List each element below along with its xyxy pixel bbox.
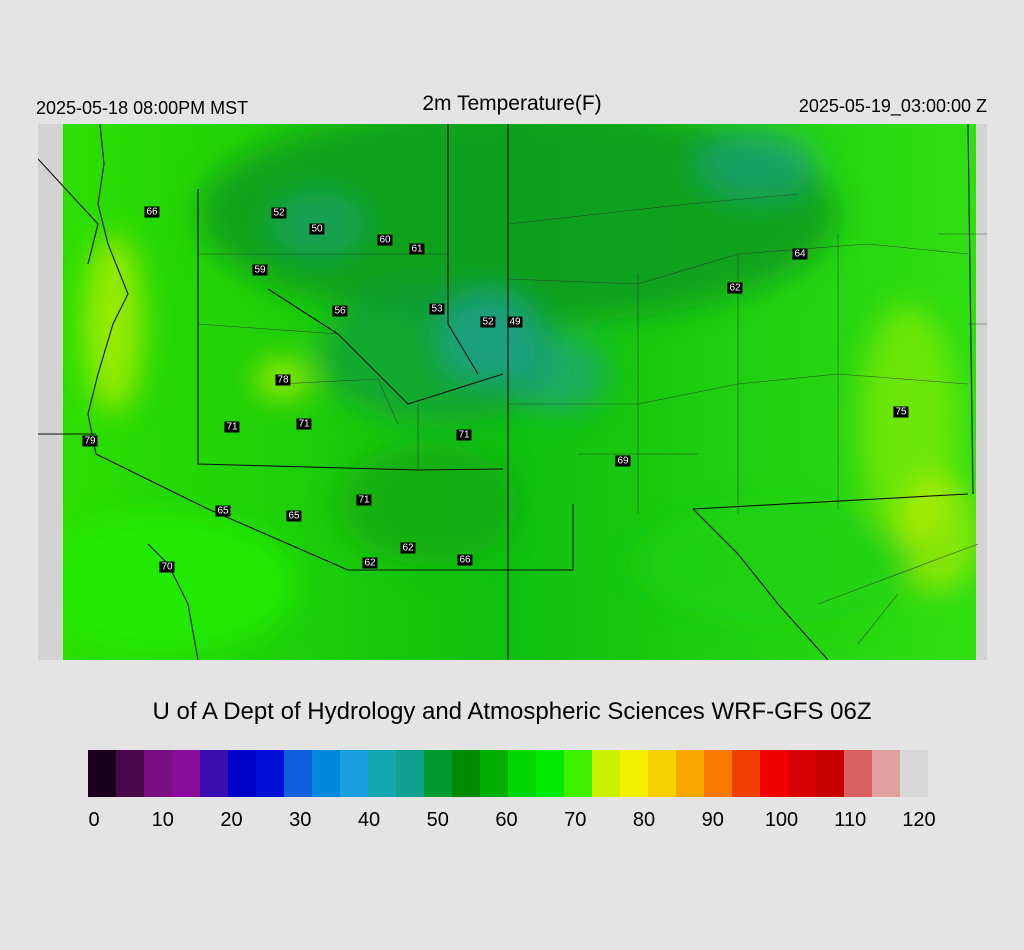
colorbar-swatch — [480, 750, 509, 797]
colorbar-swatch — [536, 750, 565, 797]
station-temp-label: 66 — [457, 554, 473, 566]
station-temp-label: 50 — [309, 223, 325, 235]
colorbar-swatch — [172, 750, 201, 797]
colorbar-swatch — [620, 750, 649, 797]
model-credit: U of A Dept of Hydrology and Atmospheric… — [152, 698, 872, 725]
colorbar-swatch — [200, 750, 229, 797]
colorbar-tick-label: 10 — [151, 809, 174, 831]
station-temp-label: 61 — [409, 243, 425, 255]
colorbar-swatch — [256, 750, 285, 797]
colorbar-swatch — [564, 750, 593, 797]
station-temp-label: 75 — [893, 406, 909, 418]
colorbar-swatch — [312, 750, 341, 797]
colorbar-swatch — [116, 750, 145, 797]
station-temp-label: 64 — [792, 248, 808, 260]
temperature-colorbar — [88, 750, 928, 797]
station-temp-label: 65 — [286, 510, 302, 522]
colorbar-swatch — [676, 750, 705, 797]
station-temp-label: 71 — [296, 418, 312, 430]
station-temp-label: 79 — [82, 435, 98, 447]
colorbar-swatch — [144, 750, 173, 797]
colorbar-swatch — [872, 750, 901, 797]
colorbar-swatch — [88, 750, 117, 797]
station-temp-label: 69 — [615, 455, 631, 467]
station-temp-label: 71 — [224, 421, 240, 433]
station-temp-label: 62 — [400, 542, 416, 554]
colorbar-tick-label: 0 — [88, 809, 100, 831]
station-temp-label: 62 — [727, 282, 743, 294]
colorbar-swatch — [228, 750, 257, 797]
colorbar-tick-label: 50 — [426, 809, 449, 831]
colorbar-swatch — [732, 750, 761, 797]
colorbar-swatch — [592, 750, 621, 797]
colorbar-tick-label: 40 — [357, 809, 381, 831]
station-temp-label: 66 — [144, 206, 160, 218]
station-temp-label: 62 — [362, 557, 378, 569]
station-temp-label: 71 — [456, 429, 472, 441]
colorbar-swatch — [396, 750, 425, 797]
colorbar-swatch — [900, 750, 928, 797]
station-temp-label: 53 — [429, 303, 445, 315]
colorbar-swatch — [284, 750, 313, 797]
colorbar-swatch — [508, 750, 537, 797]
station-temp-label: 78 — [275, 374, 291, 386]
colorbar-swatch — [816, 750, 845, 797]
colorbar-tick-label: 110 — [834, 809, 867, 831]
valid-time-local: 2025-05-18 08:00PM MST — [36, 98, 249, 118]
colorbar-swatch — [648, 750, 677, 797]
station-temp-label: 65 — [215, 505, 231, 517]
map-title: 2m Temperature(F) — [422, 92, 602, 115]
colorbar-swatch — [788, 750, 817, 797]
colorbar-swatch — [424, 750, 453, 797]
station-temp-label: 52 — [271, 207, 287, 219]
colorbar-tick-label: 120 — [902, 809, 936, 831]
colorbar-swatch — [760, 750, 789, 797]
colorbar-swatch — [844, 750, 873, 797]
temperature-map: 66 52 50 60 61 59 56 53 52 49 64 62 78 71 71 71 79 69 75 65… — [38, 124, 987, 660]
station-temp-label: 49 — [507, 316, 523, 328]
valid-time-utc: 2025-05-19_03:00:00 Z — [798, 96, 987, 116]
station-temp-label: 60 — [377, 234, 393, 246]
station-temp-label: 70 — [159, 561, 175, 573]
colorbar-swatch — [340, 750, 369, 797]
colorbar-tick-label: 60 — [495, 809, 518, 831]
station-temp-label: 52 — [480, 316, 496, 328]
station-temp-label: 56 — [332, 305, 348, 317]
colorbar-swatch — [452, 750, 481, 797]
station-temp-label: 71 — [356, 494, 372, 506]
colorbar-swatch — [704, 750, 733, 797]
station-temp-label: 59 — [252, 264, 268, 276]
colorbar-tick-label: 90 — [701, 809, 724, 831]
colorbar-tick-label: 30 — [289, 809, 312, 831]
colorbar-tick-label: 20 — [220, 809, 243, 831]
colorbar-swatch — [368, 750, 397, 797]
colorbar-tick-label: 100 — [764, 809, 799, 831]
temperature-field — [38, 124, 987, 660]
colorbar-tick-label: 80 — [632, 809, 656, 831]
colorbar-tick-label: 70 — [564, 809, 587, 831]
